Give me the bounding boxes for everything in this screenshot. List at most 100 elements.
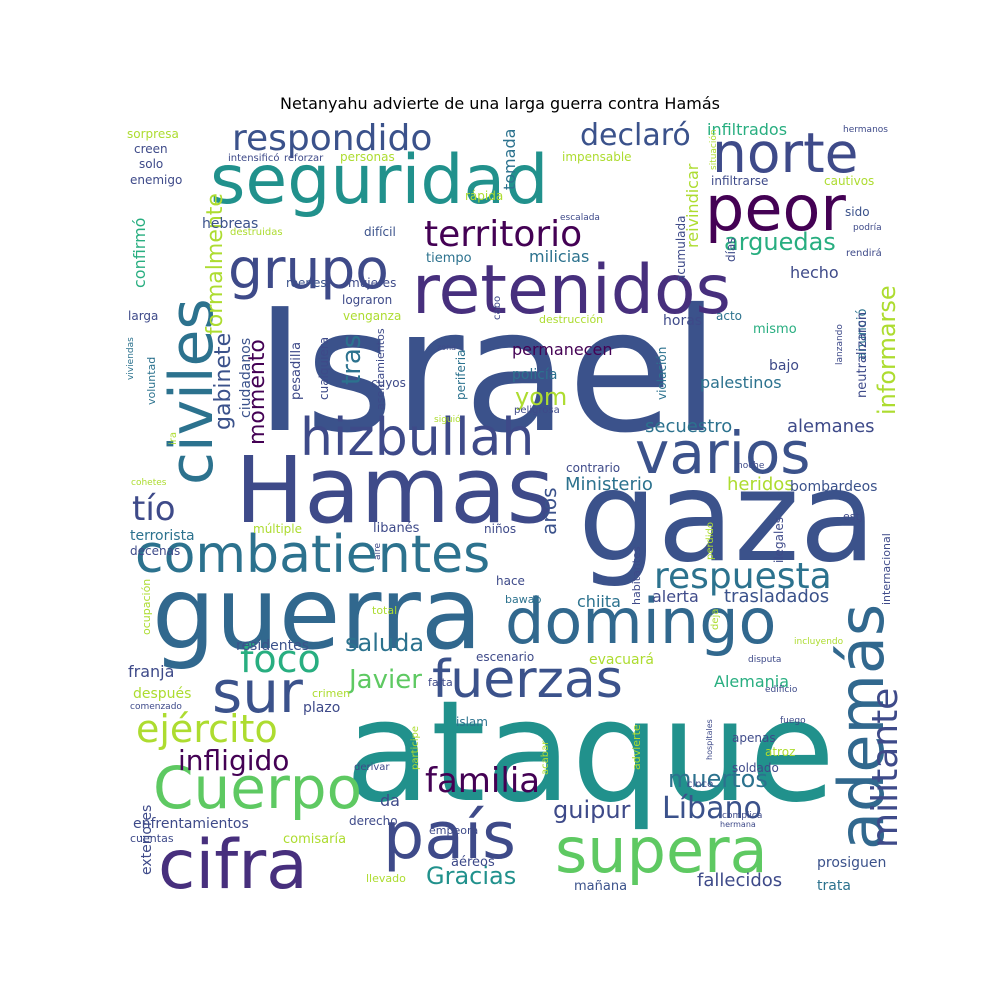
chart-title: Netanyahu advierte de una larga guerra c…: [280, 94, 720, 113]
word-158: ilegales: [772, 517, 786, 563]
word-11: peor: [705, 172, 846, 245]
word-109: decenas: [130, 544, 180, 558]
word-154: siguió: [434, 414, 461, 425]
word-118: atroz: [765, 745, 795, 759]
word-53: fallecidos: [697, 870, 782, 891]
word-72: enfrentamientos: [133, 816, 249, 832]
word-29: ejército: [136, 707, 278, 751]
word-69: después: [133, 686, 191, 702]
word-164: disputa: [748, 655, 781, 665]
word-71: exteriores: [139, 805, 155, 875]
word-104: asentamientos: [374, 328, 387, 410]
word-35: guipur: [553, 796, 631, 824]
word-30: Líbano: [662, 791, 762, 826]
word-32: tío: [132, 489, 176, 529]
word-159: perdido: [705, 522, 716, 560]
word-76: trata: [817, 878, 851, 894]
word-162: deja: [710, 609, 721, 630]
word-39: informarse: [873, 285, 901, 415]
word-83: mismo: [753, 322, 797, 337]
word-77: aéreos: [451, 855, 495, 870]
word-123: cuentas: [130, 832, 174, 845]
word-145: hermanos: [843, 125, 888, 135]
word-46: alemanes: [787, 416, 875, 437]
word-55: hecho: [790, 263, 839, 282]
word-13: civiles: [157, 298, 227, 485]
word-31: infligido: [178, 744, 289, 777]
word-88: cautivos: [824, 174, 874, 188]
word-133: viviendas: [126, 337, 136, 380]
word-141: personas: [340, 150, 395, 164]
word-97: destrucción: [539, 313, 603, 326]
word-61: palestinos: [700, 373, 782, 392]
word-78: da: [380, 791, 400, 810]
word-95: lograron: [342, 293, 392, 307]
word-142: rápida: [465, 189, 503, 203]
word-89: infiltrarse: [711, 174, 768, 188]
word-125: cinco: [687, 779, 713, 790]
word-51: chiita: [577, 592, 621, 611]
word-116: islam: [456, 715, 488, 729]
word-20: fuerzas: [432, 650, 623, 710]
word-75: prosiguen: [817, 855, 886, 871]
word-58: tomada: [500, 129, 519, 190]
word-36: Gracias: [426, 862, 516, 890]
word-84: acto: [716, 309, 742, 323]
word-143: destruidas: [230, 227, 283, 238]
word-114: falta: [428, 676, 453, 689]
word-169: acabar: [540, 740, 551, 775]
word-156: estj: [843, 510, 863, 523]
word-161: aire: [373, 542, 383, 560]
word-14: grupo: [228, 237, 389, 301]
word-5: seguridad: [210, 141, 548, 220]
word-131: enemigo: [130, 173, 182, 187]
word-47: Ministerio: [565, 474, 653, 495]
word-146: situación: [708, 129, 719, 170]
word-65: hebreas: [202, 216, 258, 232]
word-56: milicias: [529, 247, 589, 266]
word-167: hospitales: [705, 719, 714, 760]
word-23: militante: [865, 688, 906, 848]
word-138: comenzado: [130, 702, 182, 712]
word-94: reenes: [286, 276, 327, 290]
word-18: supera: [555, 814, 768, 887]
word-110: hace: [496, 574, 525, 588]
word-108: múltiple: [253, 522, 302, 536]
word-28: foco: [240, 637, 321, 681]
word-151: rendirá: [846, 247, 882, 259]
word-0: Israel: [255, 273, 720, 471]
word-119: soldado: [732, 761, 779, 775]
word-96: venganza: [343, 309, 401, 323]
word-68: residentes: [236, 638, 309, 654]
word-38: arguedas: [724, 228, 836, 256]
word-149: cabo: [492, 296, 503, 320]
word-63: confirmó: [130, 218, 149, 288]
word-117: apenas: [732, 731, 776, 745]
word-3: guerra: [152, 555, 482, 672]
word-15: cifra: [158, 826, 308, 905]
word-126: complica: [722, 811, 762, 821]
word-147: acumulada: [674, 215, 688, 282]
word-44: momento: [245, 339, 270, 445]
word-1: ataque: [345, 671, 835, 834]
word-74: mañana: [574, 879, 627, 894]
word-120: derivar: [354, 762, 390, 773]
word-22: respuesta: [654, 556, 832, 597]
word-102: violación: [655, 347, 669, 400]
word-85: anunció: [855, 309, 870, 360]
word-6: retenidos: [412, 251, 731, 330]
word-62: bombardeos: [790, 479, 877, 495]
word-57: infiltrados: [707, 120, 787, 139]
word-92: difícil: [364, 225, 396, 239]
word-27: familia: [425, 761, 540, 801]
word-10: hizbullah: [300, 408, 534, 468]
word-111: bawab: [505, 593, 541, 606]
word-12: norte: [712, 121, 859, 185]
word-34: muertos: [668, 765, 768, 793]
word-59: reivindicar: [683, 163, 702, 248]
word-106: libanés: [373, 521, 420, 536]
word-66: terrorista: [130, 528, 195, 544]
word-2: gaza: [578, 445, 876, 590]
word-160: habitantes: [630, 546, 643, 605]
